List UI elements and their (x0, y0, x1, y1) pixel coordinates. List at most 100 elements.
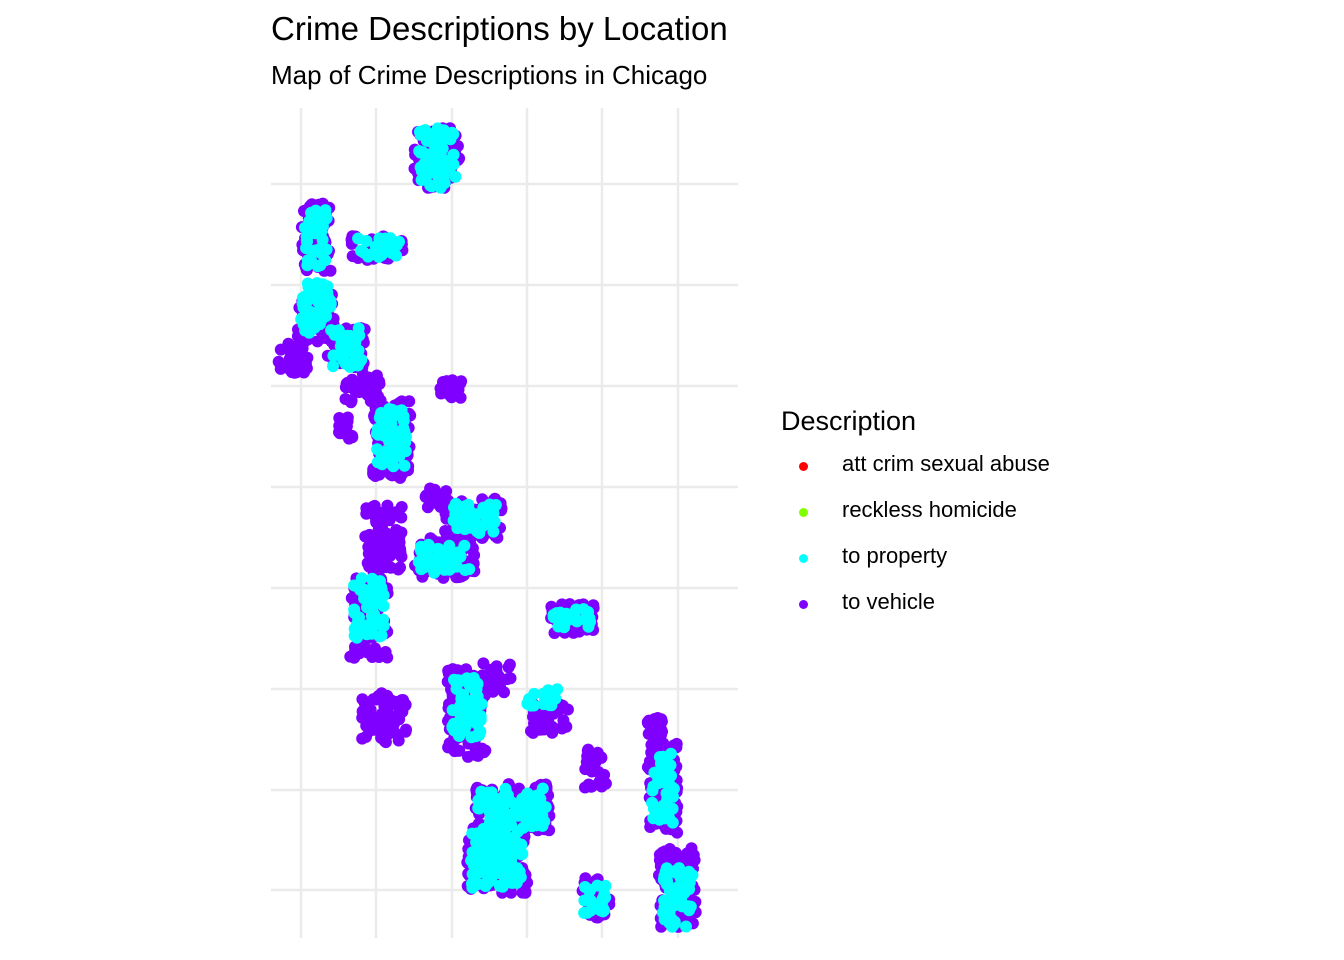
data-point (367, 468, 380, 481)
data-point (375, 521, 388, 534)
data-point (348, 607, 361, 619)
data-point (686, 869, 699, 882)
data-point (461, 507, 474, 520)
data-point (327, 360, 339, 373)
data-point (362, 250, 375, 263)
data-point (424, 131, 437, 144)
data-point (668, 915, 681, 928)
data-point (521, 787, 534, 800)
data-point (355, 353, 368, 366)
data-point (399, 725, 412, 738)
data-point (307, 244, 320, 257)
data-point (456, 674, 469, 687)
data-point (487, 836, 500, 849)
data-point (419, 168, 432, 181)
data-point (490, 678, 503, 691)
data-point (324, 264, 337, 277)
data-point (427, 157, 440, 170)
data-point (394, 561, 406, 574)
data-point (375, 629, 388, 642)
chart-subtitle: Map of Crime Descriptions in Chicago (271, 60, 708, 90)
data-point (650, 768, 663, 780)
data-point (683, 904, 696, 917)
data-point (319, 254, 332, 267)
data-point (291, 352, 304, 365)
data-point (641, 716, 654, 729)
data-point (334, 340, 347, 353)
legend-item-to-vehicle: to vehicle (781, 589, 935, 635)
data-point (455, 692, 468, 705)
data-point (449, 170, 462, 183)
data-point (446, 126, 459, 139)
data-point (465, 854, 478, 867)
data-point (327, 349, 340, 362)
data-point (360, 382, 373, 395)
legend-label: att crim sexual abuse (842, 451, 1050, 476)
data-point (660, 752, 672, 764)
data-point (554, 606, 567, 619)
data-point (384, 232, 397, 245)
data-point (675, 893, 688, 906)
data-point (558, 621, 571, 634)
data-point (350, 384, 362, 397)
data-point (380, 504, 393, 517)
data-point (333, 425, 346, 438)
data-point (346, 341, 359, 354)
data-point (356, 705, 369, 718)
legend-key-dot (799, 554, 808, 563)
data-point (503, 658, 516, 671)
data-point (478, 799, 491, 812)
data-point (508, 798, 521, 810)
data-point (395, 550, 408, 563)
data-point (667, 850, 679, 863)
data-point (324, 294, 337, 307)
data-point (393, 530, 406, 543)
data-point (660, 895, 672, 907)
data-point (516, 847, 529, 860)
data-point (399, 436, 412, 449)
data-point (452, 517, 465, 530)
data-point (374, 394, 387, 407)
data-point (309, 227, 322, 240)
data-point (685, 850, 698, 863)
data-point (583, 755, 596, 768)
data-point (646, 796, 659, 809)
data-point (320, 310, 332, 323)
data-point (505, 886, 518, 899)
data-point (492, 856, 505, 868)
data-point (355, 572, 368, 585)
data-point (431, 493, 444, 506)
data-point (584, 883, 597, 896)
data-point (595, 751, 608, 764)
data-point (599, 879, 612, 892)
data-point (390, 249, 403, 262)
data-point (390, 542, 402, 555)
data-point (447, 382, 460, 395)
data-point (584, 615, 597, 628)
data-point (551, 683, 564, 696)
data-point (567, 626, 580, 639)
data-point (301, 254, 314, 267)
data-point (680, 920, 692, 933)
data-point (428, 566, 441, 579)
data-point (492, 866, 505, 879)
legend-key-dot (799, 600, 808, 609)
data-point (368, 499, 381, 512)
data-point (516, 886, 529, 899)
data-point (304, 319, 317, 332)
data-point (332, 324, 345, 337)
data-point (646, 784, 659, 797)
data-point (487, 525, 500, 538)
data-point (463, 563, 476, 576)
data-point (479, 880, 492, 892)
data-point (469, 702, 482, 715)
data-point (371, 592, 383, 605)
data-point (582, 778, 595, 791)
data-point (281, 343, 294, 356)
legend: Description att crim sexual abuse reckle… (781, 406, 1050, 635)
data-point (663, 770, 676, 782)
data-point (289, 366, 302, 379)
data-point (298, 360, 310, 373)
data-point (424, 179, 437, 192)
